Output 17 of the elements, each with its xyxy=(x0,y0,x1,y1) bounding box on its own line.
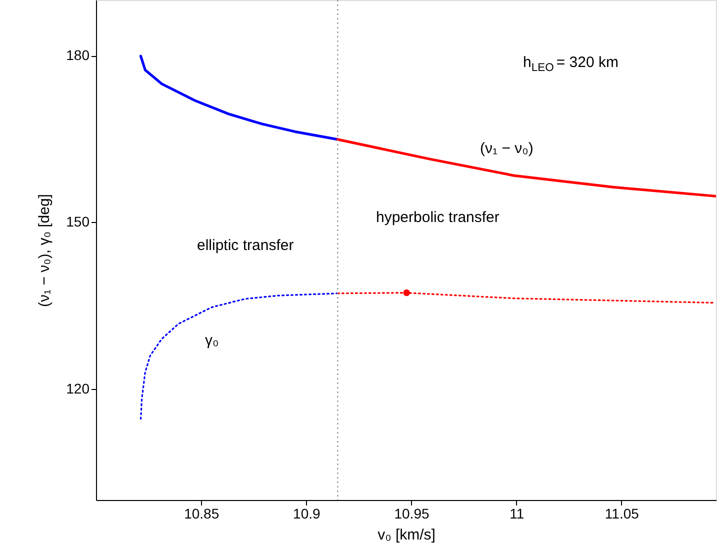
y-tick-label: 150 xyxy=(66,214,90,230)
line-series xyxy=(139,54,339,141)
x-tick-label: 11.05 xyxy=(604,506,640,522)
line-series xyxy=(336,138,716,198)
y-axis-title: (ν₁ − ν₀), γ₀ [deg] xyxy=(36,194,54,307)
y-tick-label: 180 xyxy=(66,47,90,64)
annotation: (ν₁ − ν₀) xyxy=(480,140,534,157)
y-tick-label: 120 xyxy=(66,380,90,396)
annotation: hyperbolic transfer xyxy=(376,209,500,226)
annotation: γ₀ xyxy=(205,332,219,349)
x-axis-title: v₀ [km/s] xyxy=(378,526,436,544)
line-series xyxy=(140,292,338,420)
x-tick-label: 10.85 xyxy=(184,506,220,522)
annotation: elliptic transfer xyxy=(197,237,294,254)
x-tick-label: 10.95 xyxy=(394,506,430,522)
x-tick-label: 11 xyxy=(510,506,524,522)
x-tick-label: 10.9 xyxy=(293,506,321,522)
